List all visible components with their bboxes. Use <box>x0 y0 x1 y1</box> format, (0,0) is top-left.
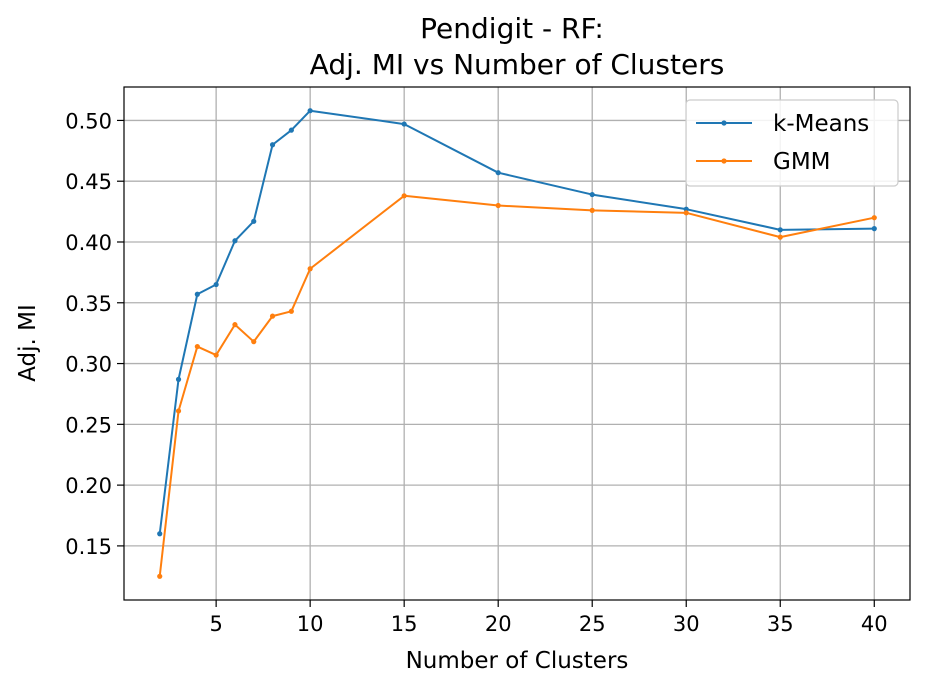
x-tick-label: 5 <box>209 612 222 636</box>
y-tick-label: 0.35 <box>65 292 112 316</box>
data-point-gmm <box>251 339 257 345</box>
axis-ticks: 5 10 15 20 25 30 35 40 0.15 0.20 0.25 0.30 0.35 0.40 0… <box>65 109 887 636</box>
y-tick-label: 0.20 <box>65 474 112 498</box>
data-point-gmm <box>777 234 783 240</box>
y-tick-label: 0.40 <box>65 231 112 255</box>
data-point-k-means <box>175 376 182 382</box>
data-point-k-means <box>251 218 257 224</box>
series-line-gmm <box>158 194 875 577</box>
data-point-gmm <box>683 210 689 216</box>
x-axis-label: Number of Clusters <box>406 648 629 674</box>
data-point-gmm <box>307 266 313 272</box>
data-point-gmm <box>288 308 294 314</box>
chart-title-line-1: Pendigit - RF: <box>420 12 604 45</box>
x-tick-label: 10 <box>297 612 324 636</box>
data-point-gmm <box>232 322 238 328</box>
legend-box <box>685 99 899 187</box>
y-tick-label: 0.45 <box>65 170 112 194</box>
series-layer <box>157 108 877 579</box>
x-tick-label: 35 <box>767 612 794 636</box>
data-point-gmm <box>213 352 219 358</box>
data-point-gmm <box>269 313 276 319</box>
data-point-k-means <box>401 121 407 127</box>
data-point-gmm <box>401 193 407 199</box>
plot-area-frame <box>123 86 911 601</box>
data-point-k-means <box>232 238 238 244</box>
series-gmm <box>157 193 877 579</box>
x-tick-label: 20 <box>485 612 512 636</box>
data-point-k-means <box>307 108 313 114</box>
data-point-gmm <box>589 207 595 213</box>
data-point-k-means <box>777 227 783 233</box>
legend-entry-k-means: k-Means <box>696 111 869 137</box>
data-point-k-means <box>871 226 877 232</box>
data-point-k-means <box>288 127 294 133</box>
y-axis-label: Adj. MI <box>15 304 41 382</box>
legend-marker-gmm <box>721 158 727 164</box>
y-tick-label: 0.50 <box>65 109 112 133</box>
x-tick-label: 40 <box>861 612 888 636</box>
data-point-k-means <box>683 206 689 212</box>
legend-entry-gmm: GMM <box>696 149 831 175</box>
data-point-k-means <box>269 142 276 148</box>
data-point-gmm <box>194 343 200 350</box>
series-k-means <box>157 108 877 537</box>
x-tick-label: 15 <box>391 612 418 636</box>
x-tick-label: 25 <box>579 612 606 636</box>
y-tick-label: 0.15 <box>65 535 112 559</box>
data-point-gmm <box>175 408 182 414</box>
legend-label-gmm: GMM <box>773 149 831 175</box>
data-point-k-means <box>213 281 219 288</box>
y-tick-label: 0.25 <box>65 413 112 437</box>
data-point-k-means <box>157 531 163 537</box>
data-point-gmm <box>871 215 877 221</box>
legend-marker-k-means <box>721 120 727 126</box>
data-point-k-means <box>589 191 595 198</box>
legend-label-k-means: k-Means <box>773 111 869 137</box>
data-point-gmm <box>495 202 501 209</box>
data-point-k-means <box>495 170 501 176</box>
chart-title-line-2: Adj. MI vs Number of Clusters <box>310 48 725 81</box>
x-tick-label: 30 <box>673 612 700 636</box>
data-point-gmm <box>157 573 163 579</box>
data-point-k-means <box>194 291 200 297</box>
y-tick-label: 0.30 <box>65 353 112 377</box>
legend: k-Means GMM <box>685 99 899 187</box>
